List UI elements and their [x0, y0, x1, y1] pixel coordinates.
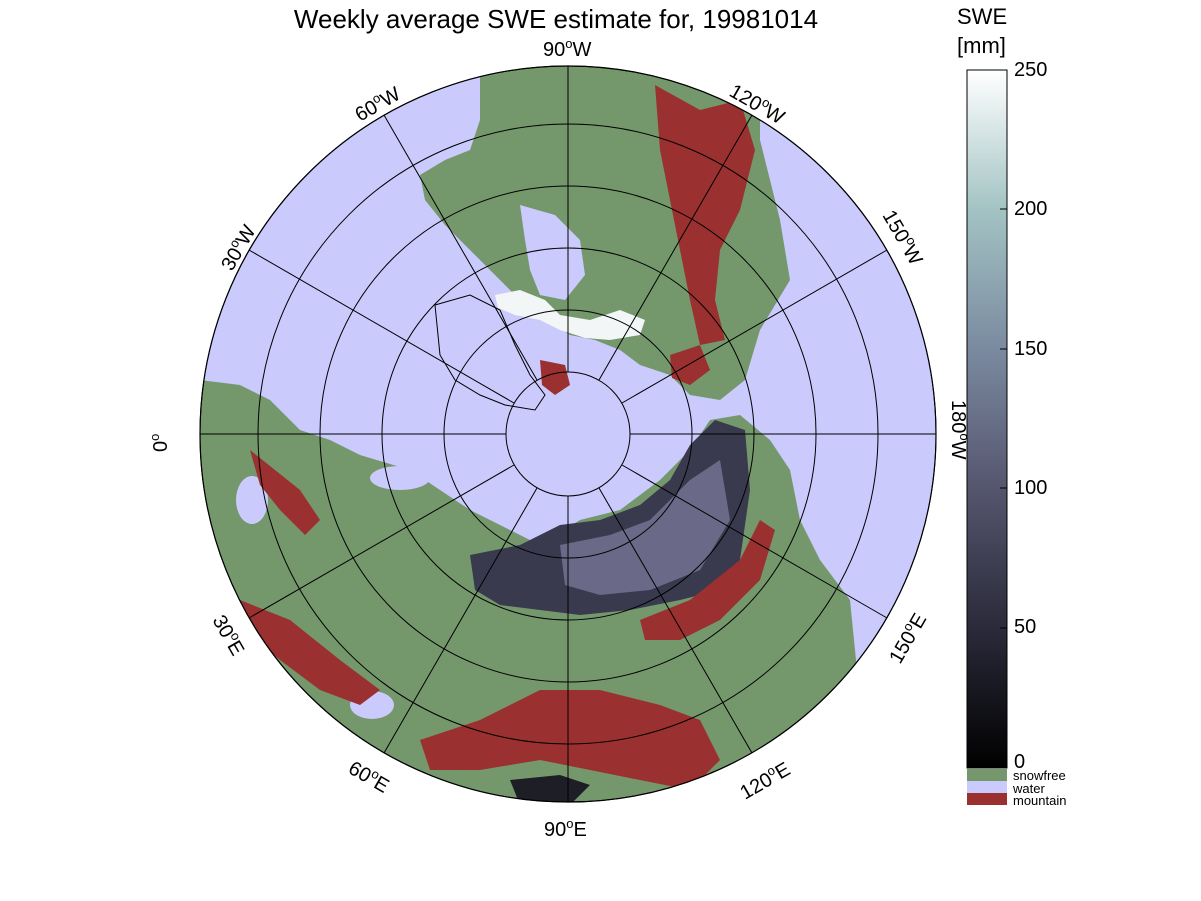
- legend-swatch-snowfree: [967, 769, 1007, 781]
- colorbar-tick-0: 0: [1014, 751, 1026, 773]
- lon-label-90e: 90oE: [544, 816, 587, 841]
- colorbar: [966, 69, 1008, 769]
- lon-label-0: 0o: [147, 434, 172, 452]
- legend-label-mountain: mountain: [1013, 793, 1067, 808]
- colorbar-tick-250: 250: [1014, 59, 1048, 81]
- lon-label-150e: 150oE: [883, 608, 932, 667]
- colorbar-tick-200: 200: [1014, 198, 1048, 220]
- baltic-sea: [236, 476, 268, 524]
- snow-cover-arctic-archipelago: [495, 290, 645, 340]
- meridian-lines: [200, 66, 936, 802]
- landmass-scandinavia: [200, 385, 270, 520]
- mountain-central-asia: [420, 690, 720, 790]
- mountain-scandinavia: [250, 450, 320, 535]
- lon-label-90w: 90oW: [543, 36, 591, 61]
- hudson-bay: [520, 205, 585, 300]
- white-sea: [370, 466, 430, 490]
- map-title: Weekly average SWE estimate for, 1998101…: [293, 4, 819, 34]
- lon-label-120e: 120oE: [735, 756, 794, 805]
- colorbar-tick-100: 100: [1014, 477, 1048, 499]
- colorbar-ticks: [1000, 69, 1007, 768]
- colorbar-label-swe: SWE: [957, 4, 1008, 29]
- colorbar-tick-150: 150: [1014, 338, 1048, 360]
- snow-cover-siberia-deep: [560, 460, 730, 595]
- mountain-greenland-south: [540, 360, 570, 395]
- lon-label-180w: 180oW: [947, 400, 972, 460]
- colorbar-tick-50: 50: [1014, 616, 1037, 638]
- lon-label-60e: 60oE: [345, 755, 395, 798]
- legend-swatch-mountain: [967, 793, 1007, 805]
- legend-label-snowfree: snowfree: [1013, 768, 1066, 783]
- mountain-rockies: [655, 85, 755, 345]
- legend-label-water: water: [1013, 781, 1045, 796]
- snow-cover-mongolia: [510, 775, 590, 802]
- map-boundary: [199, 65, 937, 803]
- colorbar-label-unit: [mm]: [957, 33, 1006, 58]
- lon-label-30e: 30oE: [208, 610, 251, 660]
- mountain-ural-caucasus: [240, 600, 380, 705]
- mountain-east-siberia: [640, 520, 775, 640]
- legend-swatch-water: [967, 781, 1007, 793]
- mountain-alaska: [670, 345, 710, 385]
